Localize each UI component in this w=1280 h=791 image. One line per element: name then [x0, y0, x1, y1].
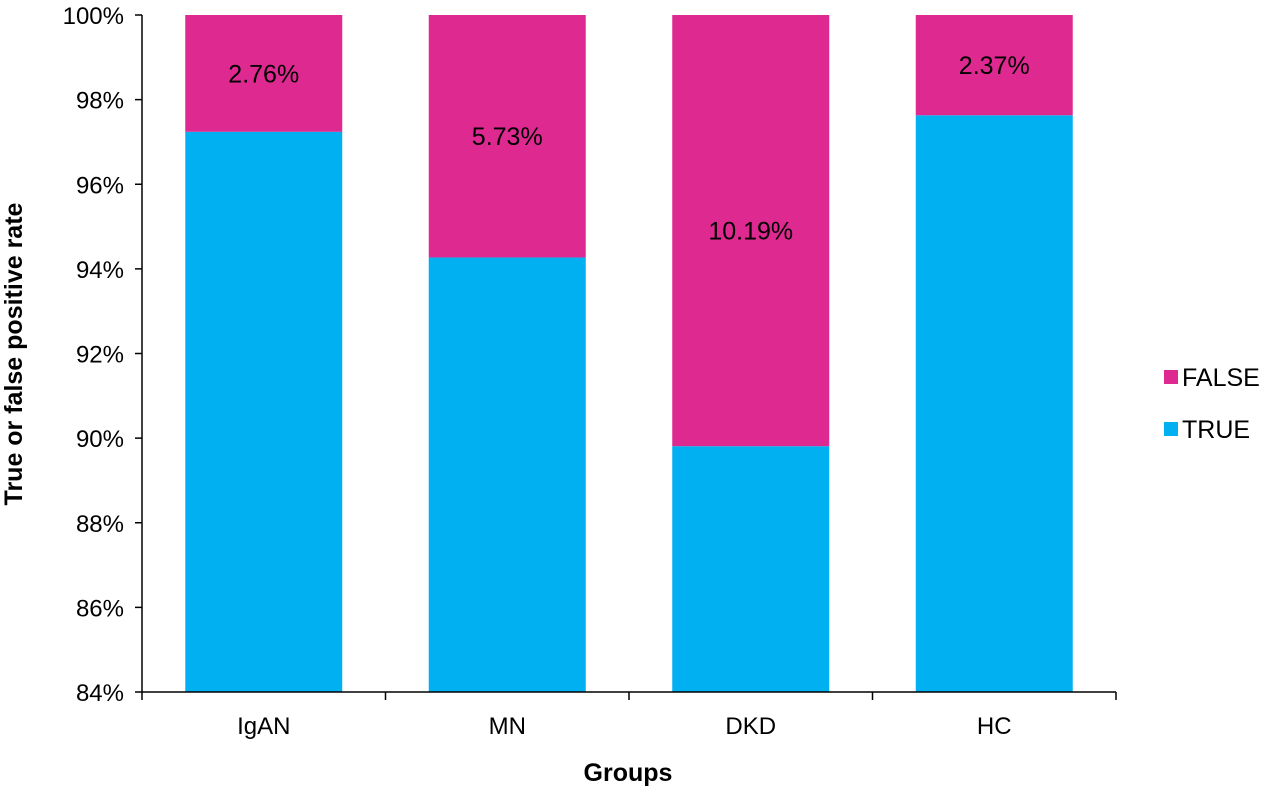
x-tick-label-hc: HC	[977, 713, 1012, 740]
bar-true-mn	[428, 257, 586, 692]
data-label-mn: 5.73%	[472, 123, 543, 151]
y-tick-label: 86%	[76, 595, 124, 622]
x-axis-title: Groups	[584, 759, 673, 787]
axes-layer	[135, 14, 1117, 700]
x-tick-label-dkd: DKD	[725, 713, 776, 740]
data-labels-layer: 2.76% 5.73% 10.19% 2.37%	[228, 52, 1029, 245]
bar-true-dkd	[672, 446, 830, 692]
data-label-dkd: 10.19%	[708, 218, 793, 246]
y-tick-label: 94%	[76, 257, 124, 284]
y-tick-label: 96%	[76, 172, 124, 199]
y-tick-label: 98%	[76, 88, 124, 115]
legend: FALSE TRUE	[1164, 364, 1260, 444]
legend-swatch-true	[1164, 422, 1178, 436]
y-tick-label: 84%	[76, 680, 124, 707]
bar-false-dkd	[672, 15, 830, 447]
bar-false-igan	[185, 15, 343, 132]
data-label-hc: 2.37%	[959, 52, 1030, 80]
bar-true-igan	[185, 131, 343, 693]
y-tick-label: 88%	[76, 511, 124, 538]
x-tick-label-mn: MN	[489, 713, 526, 740]
x-tick-label-igan: IgAN	[237, 713, 290, 740]
y-axis-title: True or false positive rate	[0, 202, 28, 505]
y-tick-labels-layer: 84% 86% 88% 90% 92% 94% 96% 98% 100%	[63, 3, 124, 707]
legend-swatch-false	[1164, 370, 1178, 384]
x-tick-labels-layer: IgAN MN DKD HC	[237, 713, 1012, 740]
y-tick-label: 92%	[76, 342, 124, 369]
y-tick-label: 100%	[63, 3, 124, 30]
data-label-igan: 2.76%	[228, 60, 299, 88]
bar-true-hc	[915, 115, 1073, 692]
bars-layer	[185, 15, 1073, 693]
y-tick-label: 90%	[76, 426, 124, 453]
bar-false-mn	[428, 15, 586, 258]
legend-label-false: FALSE	[1182, 364, 1260, 392]
legend-label-true: TRUE	[1182, 416, 1250, 444]
bar-false-hc	[915, 15, 1073, 116]
